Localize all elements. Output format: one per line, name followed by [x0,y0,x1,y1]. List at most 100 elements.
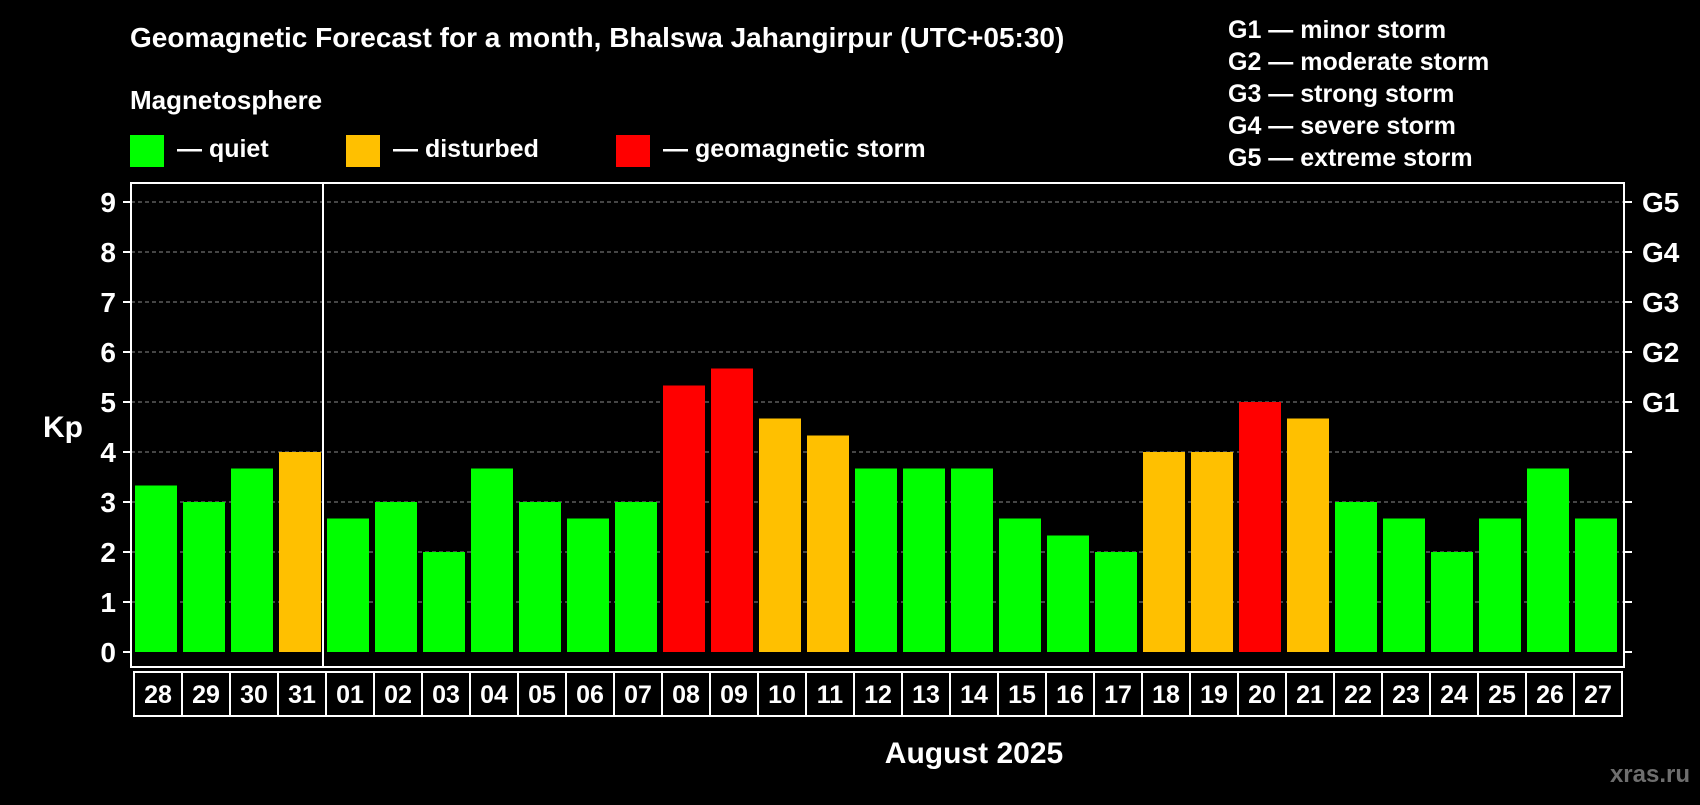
bar-06 [567,518,609,652]
x-tick-label: 15 [1008,681,1036,709]
x-tick-label: 11 [817,681,844,709]
bar-02 [375,502,417,652]
x-tick-label: 31 [288,681,316,709]
legend-title: Magnetosphere [130,85,322,115]
bar-26 [1527,468,1569,652]
bar-20 [1239,402,1281,652]
x-tick-label: 20 [1248,681,1276,709]
x-tick-label: 08 [672,681,700,709]
g-scale-legend: G1 — minor storm G2 — moderate storm G3 — … [1228,16,1489,172]
x-tick-label: 12 [864,681,892,709]
x-tick-label: 22 [1344,681,1372,709]
bar-01 [327,518,369,652]
x-tick-label: 21 [1296,681,1324,709]
bar-14 [951,468,993,652]
x-tick-label: 10 [768,681,796,709]
x-axis-labels: 28 29 30 31 01 02 03 04 05 06 07 08 09 10 11 12 13 14 15 16… [133,671,1623,717]
x-axis-label: August 2025 [885,737,1063,770]
bar-31 [279,452,321,652]
g-axis-ticks: G1 G2 G3 G4 G5 [1624,187,1680,653]
x-tick-label: 18 [1152,681,1180,709]
bar-12 [855,468,897,652]
bar-27 [1575,518,1617,652]
x-tick-label: 16 [1056,681,1084,709]
x-tick-label: 19 [1200,681,1228,709]
bar-25 [1479,518,1521,652]
y-axis-label: Kp [43,411,83,444]
bar-07 [615,502,657,652]
x-tick-label: 13 [912,681,940,709]
bar-24 [1431,552,1473,652]
x-tick-label: 23 [1392,681,1420,709]
legend: — quiet — disturbed — geomagnetic storm [130,135,926,167]
y-tick-label: 6 [100,337,116,368]
bar-09 [711,368,753,652]
g-scale-item: G4 — severe storm [1228,112,1456,140]
chart-title: Geomagnetic Forecast for a month, Bhalsw… [130,22,1064,53]
x-tick-label: 27 [1584,681,1612,709]
x-tick-label: 17 [1104,681,1132,709]
g-tick-label: G3 [1642,287,1679,318]
legend-swatch [130,135,164,167]
legend-swatch [346,135,380,167]
y-tick-label: 2 [100,537,116,568]
g-tick-label: G5 [1642,187,1679,218]
g-scale-item: G1 — minor storm [1228,16,1446,44]
g-tick-label: G1 [1642,387,1679,418]
x-tick-label: 01 [336,681,364,709]
y-tick-label: 8 [100,237,116,268]
bar-03 [423,552,465,652]
bar-15 [999,518,1041,652]
legend-label: — quiet [177,135,269,163]
bar-04 [471,468,513,652]
x-tick-label: 04 [480,681,508,709]
bar-05 [519,502,561,652]
bar-11 [807,435,849,652]
bar-13 [903,468,945,652]
g-scale-item: G2 — moderate storm [1228,48,1489,76]
y-tick-label: 4 [100,437,116,468]
g-tick-label: G4 [1642,237,1680,268]
plot-frame [130,182,1625,668]
y-tick-label: 0 [100,637,116,668]
bar-18 [1143,452,1185,652]
x-tick-label: 03 [432,681,460,709]
x-tick-label: 07 [624,681,652,709]
bar-19 [1191,452,1233,652]
y-tick-label: 9 [100,187,116,218]
x-tick-label: 05 [528,681,556,709]
bar-08 [663,385,705,652]
bar-10 [759,418,801,652]
x-tick-label: 26 [1536,681,1564,709]
x-label-box [1573,671,1623,717]
x-tick-label: 09 [720,681,748,709]
x-tick-label: 14 [960,681,988,709]
y-tick-label: 5 [100,387,116,418]
x-tick-label: 28 [144,681,172,709]
bar-29 [183,502,225,652]
x-tick-label: 30 [240,681,268,709]
legend-label: — geomagnetic storm [663,135,926,163]
bar-23 [1383,518,1425,652]
bar-16 [1047,535,1089,652]
y-axis-ticks: 0 1 2 3 4 5 6 7 8 9 [100,187,131,668]
bar-28 [135,485,177,652]
x-tick-label: 25 [1488,681,1516,709]
y-tick-label: 3 [100,487,116,518]
bars [135,368,1617,652]
bar-21 [1287,418,1329,652]
legend-label: — disturbed [393,135,539,163]
x-tick-label: 02 [384,681,412,709]
bar-17 [1095,552,1137,652]
x-tick-label: 06 [576,681,604,709]
bar-22 [1335,502,1377,652]
bar-30 [231,468,273,652]
g-scale-item: G5 — extreme storm [1228,144,1473,172]
y-tick-label: 1 [100,587,116,618]
g-scale-item: G3 — strong storm [1228,80,1454,108]
y-tick-label: 7 [100,287,116,318]
x-tick-label: 24 [1440,681,1468,709]
g-tick-label: G2 [1642,337,1679,368]
x-tick-label: 29 [192,681,220,709]
